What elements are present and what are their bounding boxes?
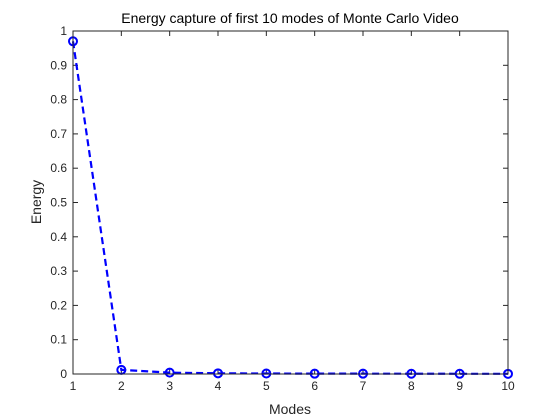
x-tick-label: 5 [263,379,270,393]
x-tick-label: 10 [501,379,515,393]
data-point [213,368,223,379]
x-tick-label: 3 [166,379,173,393]
x-tick-label: 8 [408,379,415,393]
y-tick-label: 0.8 [50,93,67,107]
y-tick-label: 0.6 [50,161,67,175]
y-tick-label: 1 [60,24,67,38]
y-tick-label: 0.9 [50,58,67,72]
y-axis-label: Energy [28,180,44,224]
x-tick-label: 7 [360,379,367,393]
y-tick-label: 0.7 [50,127,67,141]
chart-title: Energy capture of first 10 modes of Mont… [121,10,459,26]
data-point [261,368,272,379]
y-tick-label: 0.2 [50,298,67,312]
y-tick-label: 0.3 [50,264,67,278]
x-tick-label: 9 [456,379,463,393]
x-axis-label: Modes [269,401,311,417]
y-tick-label: 0.5 [50,196,67,210]
x-tick-label: 6 [311,379,318,393]
plot-background [73,31,508,374]
x-tick-label: 2 [118,379,125,393]
x-tick-label: 4 [215,379,222,393]
y-tick-label: 0.1 [50,333,67,347]
plot-frame [72,30,509,375]
data-point [164,367,175,378]
y-tick-label: 0 [60,367,67,381]
x-tick-label: 1 [70,379,77,393]
y-tick-label: 0.4 [50,230,67,244]
